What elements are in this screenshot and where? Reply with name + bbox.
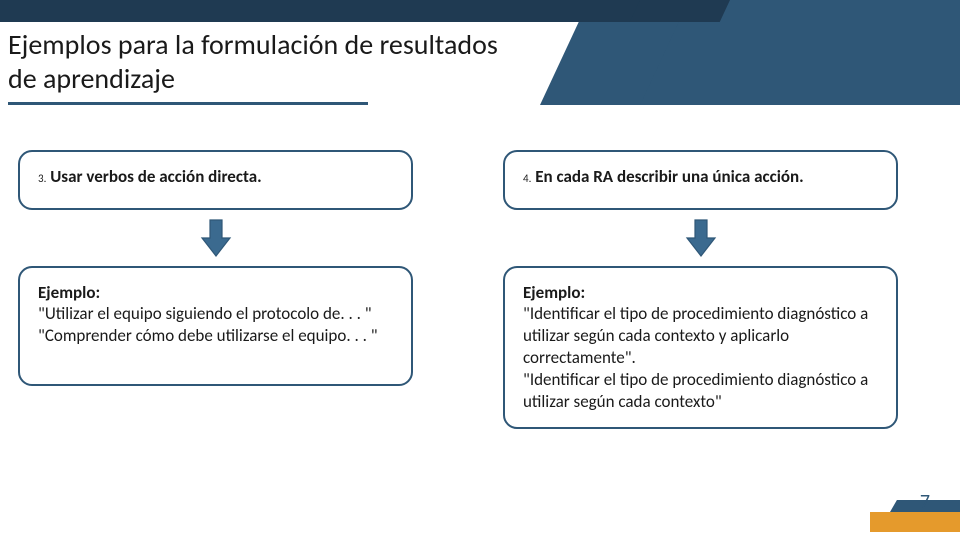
arrow-down-icon xyxy=(681,218,721,258)
page-number-badge: 7 xyxy=(870,477,960,532)
rule-box-3: 3. Usar verbos de acción directa. xyxy=(18,150,413,210)
rule-number-3: 3. xyxy=(38,172,46,185)
rule-head-3: Usar verbos de acción directa. xyxy=(50,166,261,187)
example-label-3: Ejemplo: xyxy=(38,282,393,303)
page-title: Ejemplos para la formulación de resultad… xyxy=(8,28,528,95)
example-label-4: Ejemplo: xyxy=(523,282,878,303)
example-box-3: Ejemplo: "Utilizar el equipo siguiendo e… xyxy=(18,266,413,386)
page-number: 7 xyxy=(920,490,930,514)
arrow-down-icon xyxy=(196,218,236,258)
rule-text-4: 4. En cada RA describir una única acción… xyxy=(523,166,804,188)
example-body-4: "Identificar el tipo de procedimiento di… xyxy=(523,303,878,413)
columns: 3. Usar verbos de acción directa. Ejempl… xyxy=(18,150,898,429)
page-number-accent-orange xyxy=(870,512,960,532)
rule-number-4: 4. xyxy=(523,172,531,185)
header-band-dark-skew xyxy=(630,0,730,22)
title-underline xyxy=(8,102,368,105)
rule-text-3: 3. Usar verbos de acción directa. xyxy=(38,166,262,188)
example-body-3: "Utilizar el equipo siguiendo el protoco… xyxy=(38,303,393,347)
rule-head-4: En cada RA describir una única acción. xyxy=(535,166,803,187)
column-left: 3. Usar verbos de acción directa. Ejempl… xyxy=(18,150,413,429)
column-right: 4. En cada RA describir una única acción… xyxy=(503,150,898,429)
rule-box-4: 4. En cada RA describir una única acción… xyxy=(503,150,898,210)
example-box-4: Ejemplo: "Identificar el tipo de procedi… xyxy=(503,266,898,429)
header-band-dark xyxy=(0,0,640,22)
